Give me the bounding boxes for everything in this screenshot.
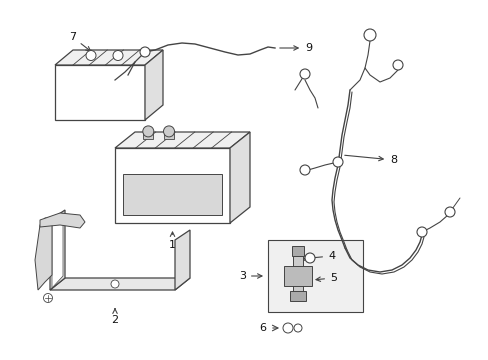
Polygon shape: [55, 50, 163, 65]
Circle shape: [416, 227, 426, 237]
Bar: [267, 240, 362, 312]
Circle shape: [299, 69, 309, 79]
Circle shape: [305, 253, 314, 263]
Text: 5: 5: [315, 273, 336, 283]
Circle shape: [86, 50, 96, 60]
Text: 3: 3: [239, 271, 262, 281]
Text: 4: 4: [304, 251, 334, 261]
Circle shape: [43, 293, 52, 302]
Bar: [289, 291, 305, 301]
Bar: [143, 131, 153, 139]
Polygon shape: [115, 148, 229, 223]
Bar: [284, 266, 311, 286]
Text: 2: 2: [111, 309, 118, 325]
Circle shape: [363, 29, 375, 41]
Polygon shape: [50, 278, 190, 290]
Circle shape: [111, 280, 119, 288]
Polygon shape: [40, 213, 85, 228]
Polygon shape: [55, 65, 145, 120]
Circle shape: [332, 157, 342, 167]
Polygon shape: [50, 210, 65, 290]
Polygon shape: [35, 218, 52, 290]
Bar: [163, 131, 174, 139]
Polygon shape: [175, 230, 190, 290]
Bar: [123, 174, 222, 215]
Circle shape: [293, 324, 302, 332]
Text: 1: 1: [169, 232, 176, 250]
Circle shape: [283, 323, 292, 333]
Circle shape: [113, 50, 123, 60]
Circle shape: [140, 47, 150, 57]
Text: 7: 7: [69, 32, 90, 51]
Polygon shape: [52, 213, 63, 288]
Bar: [291, 246, 304, 256]
Text: 9: 9: [279, 43, 311, 53]
Circle shape: [163, 126, 174, 137]
Polygon shape: [229, 132, 249, 223]
Polygon shape: [115, 132, 249, 148]
Bar: [292, 256, 303, 296]
Text: 8: 8: [344, 155, 396, 165]
Circle shape: [299, 165, 309, 175]
Polygon shape: [145, 50, 163, 120]
Text: 6: 6: [259, 323, 265, 333]
Circle shape: [392, 60, 402, 70]
Circle shape: [142, 126, 154, 137]
Circle shape: [444, 207, 454, 217]
